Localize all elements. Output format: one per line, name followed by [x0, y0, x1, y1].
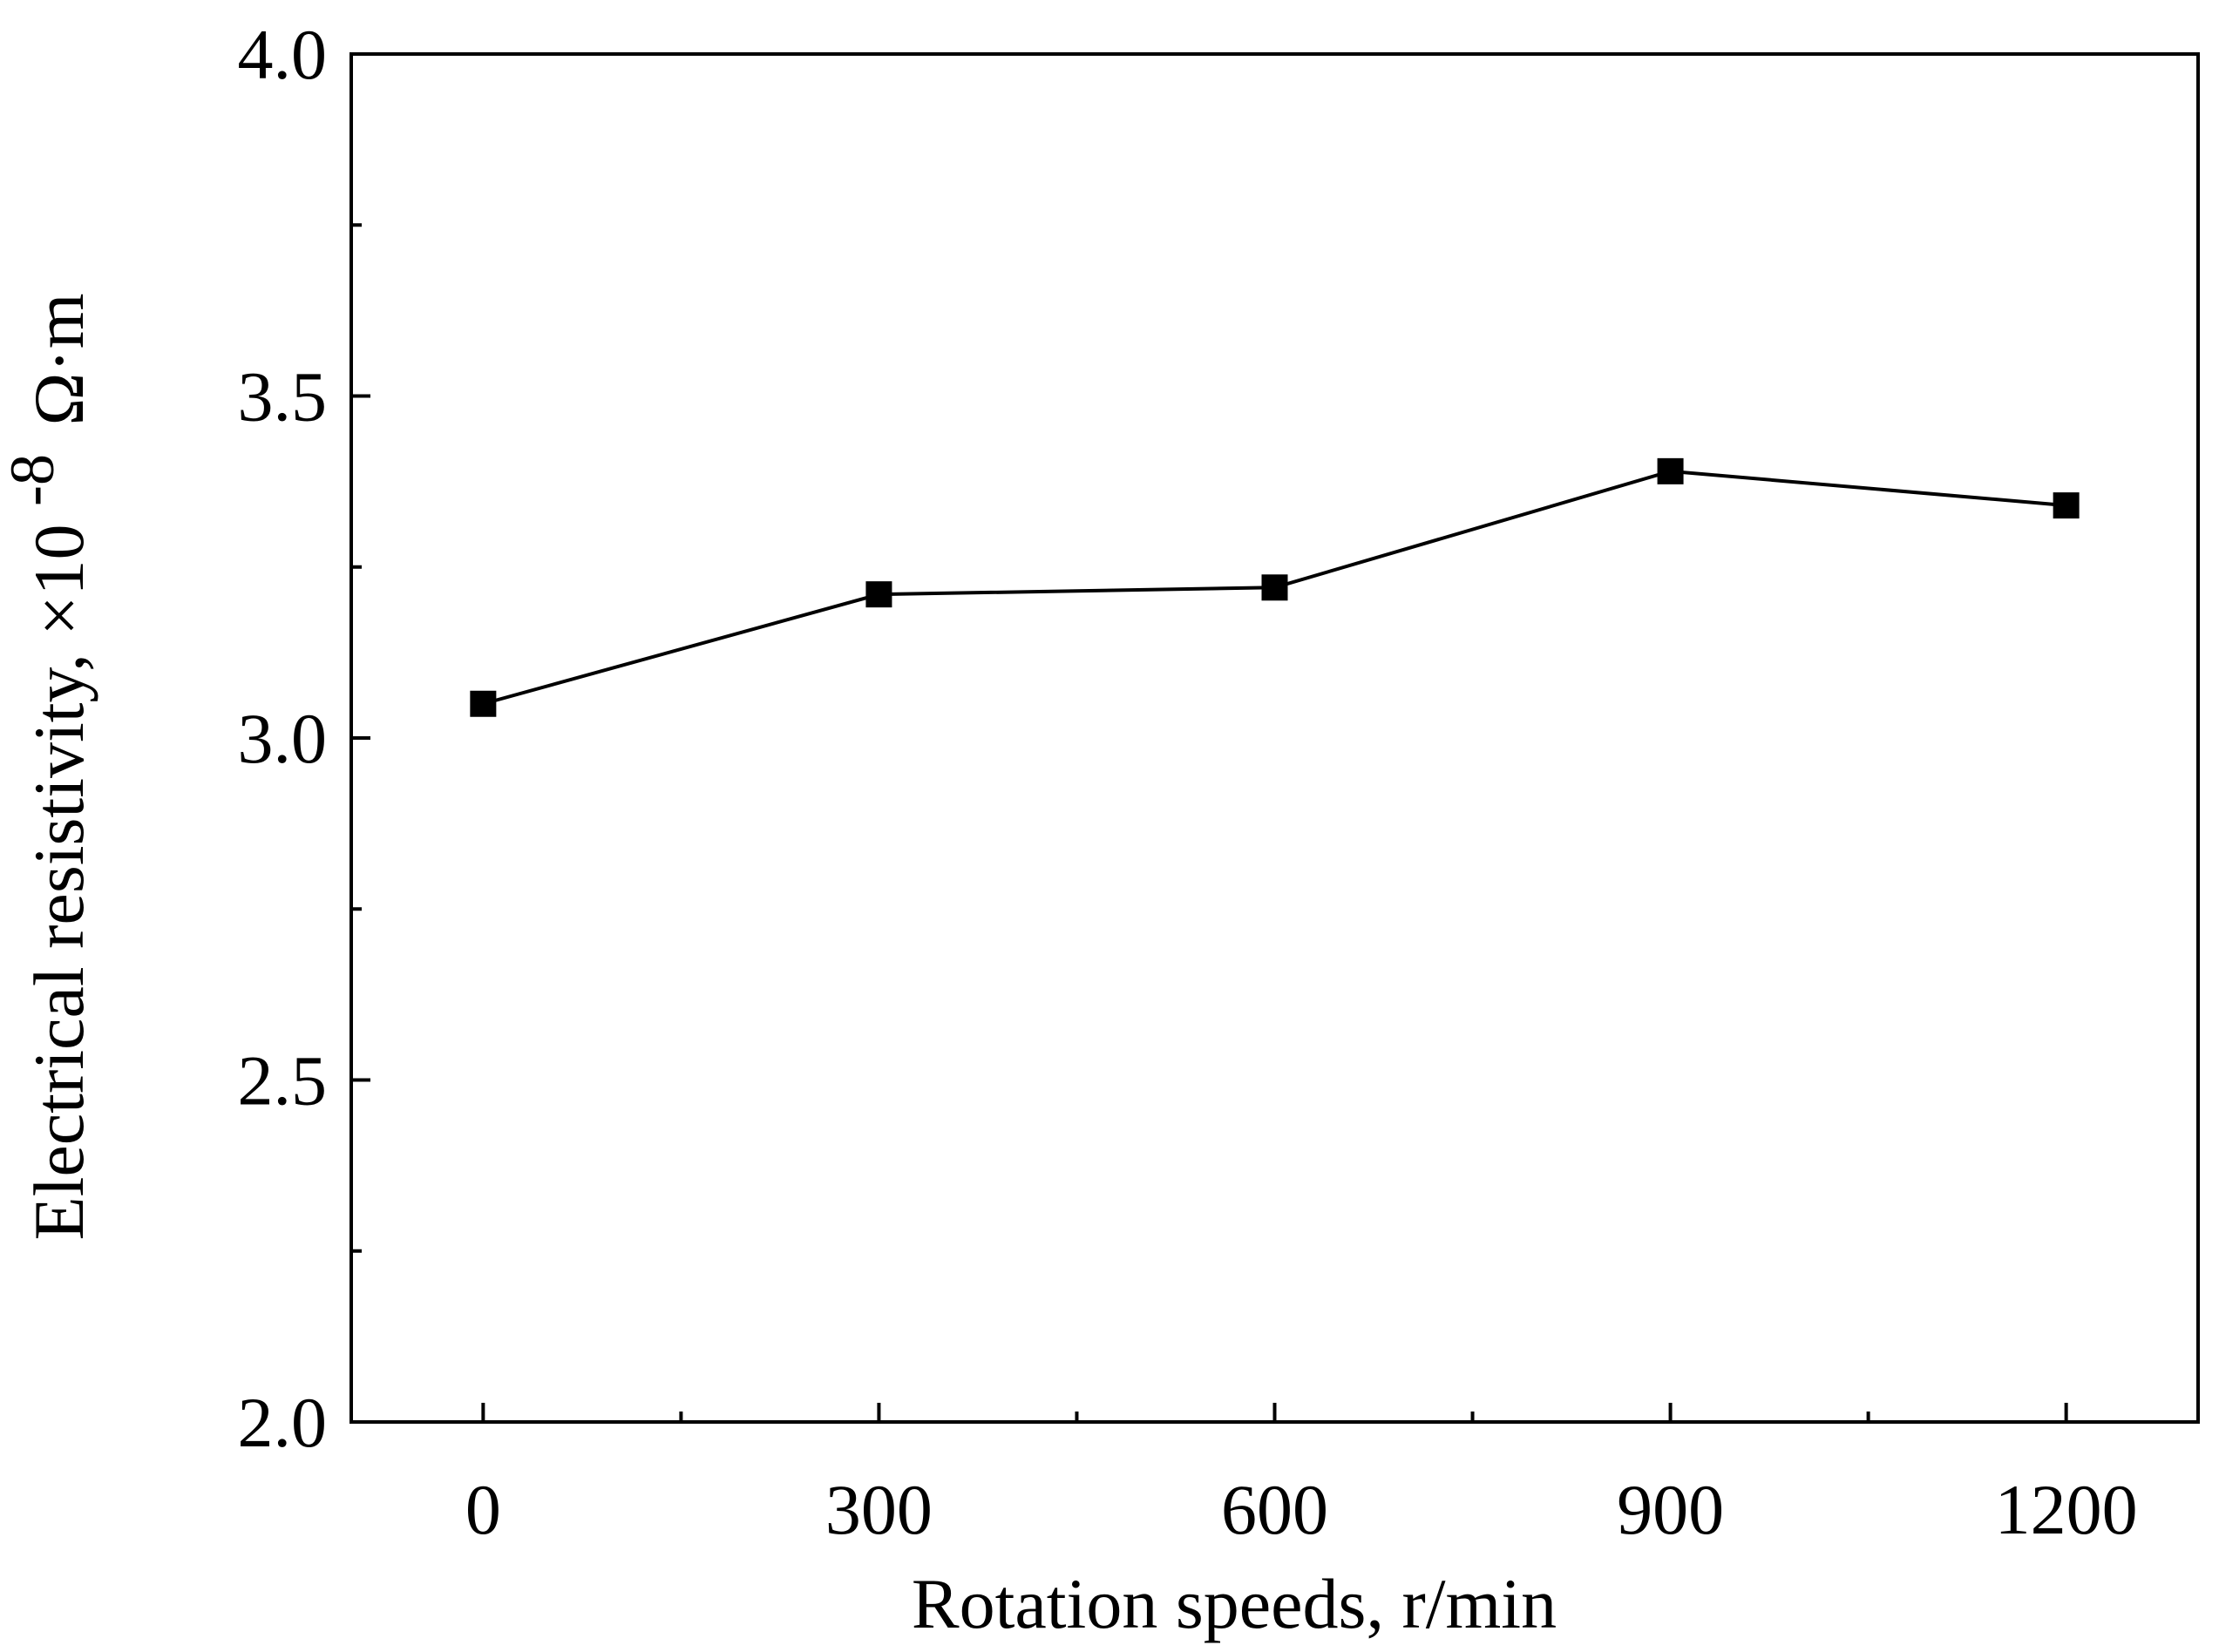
- x-tick-label: 900: [1617, 1470, 1724, 1549]
- data-point-marker: [1657, 457, 1684, 484]
- y-axis-title-prefix: Electrical resistivity, ×10: [19, 525, 98, 1241]
- y-tick-label: 3.0: [238, 699, 328, 778]
- plot-frame: [349, 52, 2200, 1424]
- plot-area: [349, 52, 2200, 1424]
- y-tick-label: 2.0: [238, 1383, 328, 1462]
- data-point-marker: [865, 581, 892, 608]
- data-series: [470, 457, 2080, 717]
- x-axis: 0 300 600 900 1200: [465, 1403, 2138, 1549]
- x-tick-label: 0: [465, 1470, 501, 1549]
- y-axis: 2.0 2.5 3.0 3.5 4.0: [238, 15, 370, 1462]
- x-axis-title: Rotation speeds, r/min: [912, 1564, 1557, 1643]
- x-tick-label: 600: [1221, 1470, 1328, 1549]
- y-axis-title: Electrical resistivity, ×10 -8 Ω·m: [0, 294, 98, 1241]
- x-tick-label: 300: [825, 1470, 933, 1549]
- data-point-marker: [1261, 574, 1288, 601]
- y-tick-label: 4.0: [238, 15, 328, 94]
- minor-ticks: [351, 223, 1870, 1422]
- y-axis-title-exponent: -8: [0, 454, 67, 506]
- x-tick-label: 1200: [1995, 1470, 2138, 1549]
- y-tick-label: 3.5: [238, 357, 328, 437]
- y-tick-label: 2.5: [238, 1041, 328, 1121]
- data-point-marker: [2053, 492, 2080, 519]
- data-point-marker: [470, 690, 497, 717]
- y-axis-title-unit: Ω·m: [19, 294, 98, 426]
